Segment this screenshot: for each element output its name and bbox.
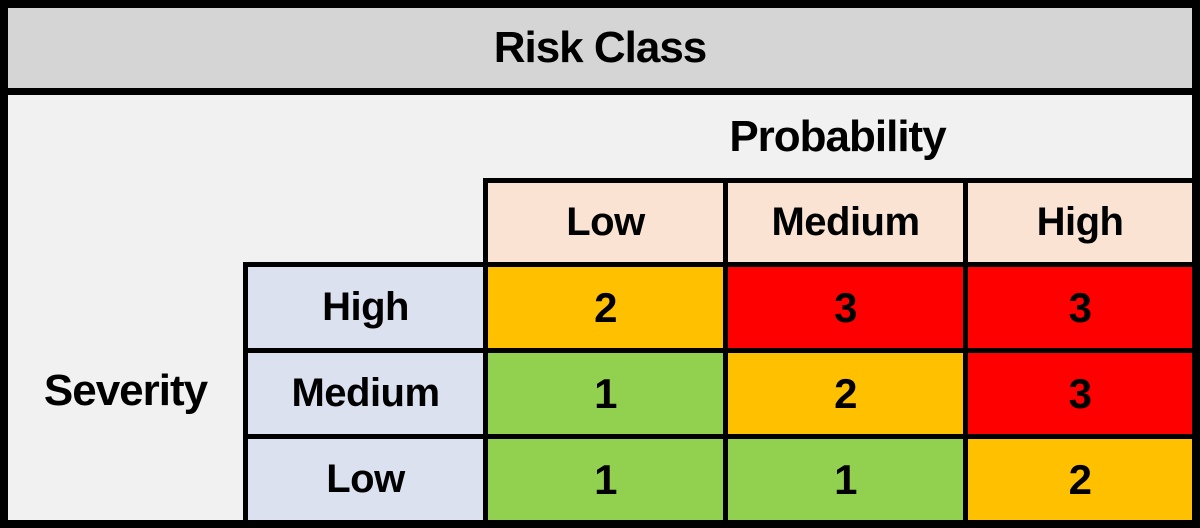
row-axis-label-text: Severity — [43, 366, 208, 415]
risk-cell-low-medium: 1 — [723, 434, 963, 520]
column-header-low: Low — [483, 178, 723, 262]
table-title: Risk Class — [8, 8, 1192, 95]
row-header-high: High — [243, 262, 483, 348]
column-header-medium: Medium — [723, 178, 963, 262]
corner-spacer — [243, 178, 483, 262]
row-header-low: Low — [243, 434, 483, 520]
risk-cell-medium-medium: 2 — [723, 348, 963, 434]
risk-cell-low-high: 2 — [963, 434, 1192, 520]
column-axis-label-text: Probability — [729, 111, 946, 161]
risk-cell-high-high: 3 — [963, 262, 1192, 348]
row-axis-label: Severity — [8, 262, 243, 520]
risk-cell-medium-low: 1 — [483, 348, 723, 434]
risk-cell-low-low: 1 — [483, 434, 723, 520]
risk-cell-medium-high: 3 — [963, 348, 1192, 434]
risk-cell-high-low: 2 — [483, 262, 723, 348]
row-header-medium: Medium — [243, 348, 483, 434]
column-axis-label: Probability — [483, 95, 1192, 178]
risk-cell-high-medium: 3 — [723, 262, 963, 348]
table-title-text: Risk Class — [493, 23, 708, 72]
column-header-high: High — [963, 178, 1192, 262]
risk-matrix: Low Medium High High 2 3 3 Medium 1 2 3 … — [243, 178, 1192, 520]
